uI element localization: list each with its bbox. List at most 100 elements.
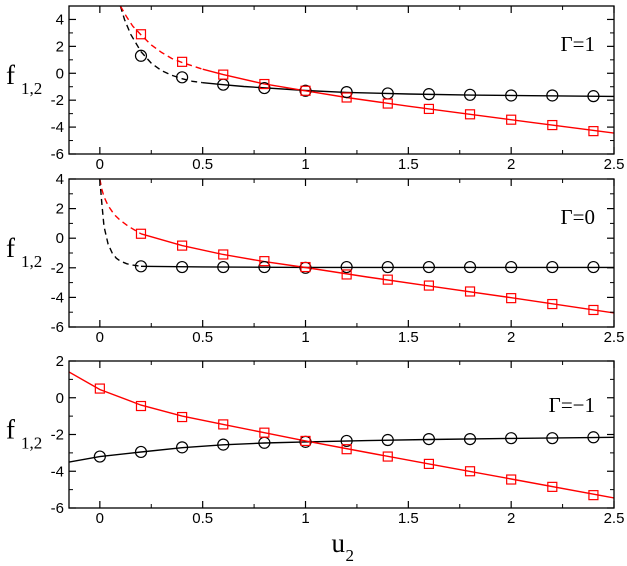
data-point-square: [177, 240, 188, 251]
data-point-square: [588, 126, 599, 137]
x-tick-label: 2.5: [604, 329, 625, 346]
data-point-square: [94, 383, 105, 394]
data-point-square: [382, 451, 393, 462]
data-point-square: [259, 427, 270, 438]
data-point-circle: [422, 432, 436, 446]
y-tick-label: 0: [56, 65, 64, 82]
data-point-square: [341, 444, 352, 455]
y-axis-label: f: [6, 60, 15, 90]
y-tick-label: 2: [56, 353, 64, 370]
x-tick-label: 0.5: [192, 510, 213, 527]
x-tick-label: 2.5: [604, 510, 625, 527]
data-point-square: [464, 466, 476, 477]
data-point-circle: [217, 438, 230, 451]
data-point-square: [300, 85, 311, 96]
y-tick-label: -4: [51, 119, 64, 136]
data-point-circle: [176, 71, 189, 84]
data-point-square: [547, 481, 558, 492]
x-tick-label: 2: [507, 156, 515, 173]
y-axis-label: f: [6, 233, 15, 263]
data-point-square: [341, 92, 352, 103]
x-tick-label: 1: [301, 510, 309, 527]
data-point-square: [464, 109, 476, 120]
data-point-circle: [340, 260, 353, 274]
panel-2: 0 0.5 1 1.5 2 2.5 -6 -4 -2 0 2 4 f 1,2 Γ=0: [6, 171, 624, 346]
data-point-square: [259, 256, 270, 267]
data-point-circle: [176, 441, 189, 454]
data-point-circle: [340, 434, 353, 448]
curve-black-dashed: [119, 6, 203, 84]
data-point-circle: [463, 432, 477, 446]
data-point-circle: [299, 84, 312, 97]
y-tick-label: -6: [51, 146, 64, 163]
data-point-circle: [258, 260, 271, 274]
y-axis-label-subscript: 1,2: [21, 434, 42, 453]
x-tick-label: 0.5: [192, 156, 213, 173]
y-tick-label: -2: [51, 260, 64, 277]
data-point-circle: [505, 89, 518, 102]
x-tick-label: 2: [507, 510, 515, 527]
y-tick-label: 4: [56, 11, 64, 28]
data-point-circle: [546, 260, 559, 274]
curve-black-solid: [69, 436, 614, 463]
data-point-circle: [134, 49, 148, 62]
data-point-square: [588, 490, 599, 501]
panel-1: 0 0.5 1 1.5 2 2.5 -6 -4 -2 0 2 4 f 1,2 Γ=1: [6, 5, 625, 173]
y-tick-label: -2: [51, 427, 64, 444]
data-point-circle: [134, 445, 148, 459]
data-point-circle: [463, 88, 477, 101]
x-tick-label: 1.5: [398, 329, 419, 346]
data-point-square: [506, 293, 517, 304]
y-axis-label-subscript: 1,2: [21, 79, 42, 98]
x-tick-label: 1.5: [398, 510, 419, 527]
x-tick-label: 0: [96, 329, 104, 346]
plot-frame: [68, 360, 615, 509]
curve-black-solid: [140, 265, 614, 269]
curves: [69, 371, 614, 499]
data-point-square: [423, 458, 435, 469]
data-point-square: [177, 411, 188, 423]
data-point-square: [382, 274, 393, 285]
x-axis-label: u: [332, 528, 346, 558]
data-point-square: [259, 78, 270, 90]
y-tick-label: 2: [56, 201, 64, 218]
data-point-circle: [176, 260, 189, 274]
data-point-circle: [134, 260, 148, 273]
data-point-circle: [505, 260, 518, 274]
data-point-circle: [258, 81, 271, 95]
data-point-square: [547, 119, 558, 131]
data-point-circle: [546, 432, 559, 445]
data-point-square: [588, 304, 599, 316]
panel-gamma-label: Γ=0: [561, 205, 595, 229]
data-point-square: [218, 249, 229, 260]
y-tick-label: -2: [51, 92, 64, 109]
x-tick-label: 2.5: [604, 156, 625, 173]
data-point-circle: [587, 90, 600, 103]
curve-black-solid: [202, 82, 614, 98]
data-point-square: [177, 56, 188, 67]
data-point-circle: [93, 450, 106, 463]
data-point-circle: [546, 89, 559, 102]
y-axis-label-subscript: 1,2: [21, 252, 42, 271]
data-point-circle: [463, 260, 477, 274]
curves: [119, 6, 614, 134]
data-point-square: [135, 400, 147, 412]
y-tick-label: -4: [51, 463, 64, 480]
y-tick-label: 2: [56, 38, 64, 55]
y-tick-label: 4: [56, 171, 64, 188]
x-tick-label: 0: [96, 510, 104, 527]
curve-red-dashed: [99, 179, 142, 235]
data-point-circle: [381, 260, 394, 274]
data-point-square: [423, 280, 435, 291]
data-point-circle: [217, 260, 230, 274]
data-point-square: [218, 69, 229, 80]
data-point-square: [506, 474, 517, 485]
curve-black-dashed: [99, 179, 142, 267]
x-tick-label: 1: [301, 329, 309, 346]
data-point-square: [506, 114, 517, 125]
data-point-square: [300, 435, 311, 447]
data-point-square: [300, 261, 311, 273]
x-tick-label: 1: [301, 156, 309, 173]
data-point-square: [464, 286, 476, 297]
